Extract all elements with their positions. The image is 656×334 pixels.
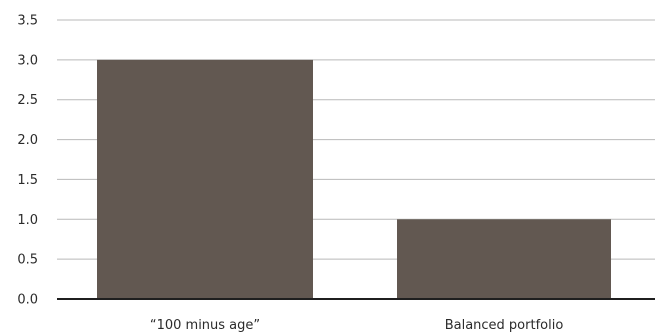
bar <box>397 219 611 299</box>
y-tick-label: 0.5 <box>17 253 38 268</box>
bar <box>97 59 313 299</box>
y-tick-label: 2.5 <box>17 93 38 108</box>
x-axis-category-labels: “100 minus age” Balanced portfolio <box>150 318 563 333</box>
x-category-label: Balanced portfolio <box>445 318 564 333</box>
y-axis-tick-labels: 0.0 0.5 1.0 1.5 2.0 2.5 3.0 3.5 <box>17 14 38 308</box>
y-tick-label: 0.0 <box>17 293 38 308</box>
y-tick-label: 3.5 <box>17 14 38 29</box>
y-tick-label: 2.0 <box>17 133 38 148</box>
y-tick-label: 3.0 <box>17 53 38 68</box>
y-tick-label: 1.0 <box>17 213 38 228</box>
x-category-label: “100 minus age” <box>150 318 260 333</box>
bars <box>97 59 611 299</box>
y-tick-label: 1.5 <box>17 173 38 188</box>
